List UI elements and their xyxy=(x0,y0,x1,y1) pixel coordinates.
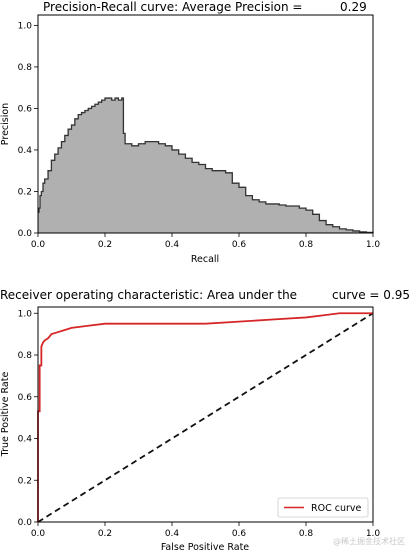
pr-xtick-label: 0.0 xyxy=(31,240,46,250)
pr-xtick-label: 1.0 xyxy=(366,240,381,250)
pr-xtick-label: 0.8 xyxy=(299,240,314,250)
pr-ytick-label: 0.6 xyxy=(18,104,33,114)
pr-ylabel: Precision xyxy=(0,103,11,145)
precision-recall-chart: Precision-Recall curve: Average Precisio… xyxy=(0,0,380,265)
roc-xtick-label: 0.4 xyxy=(165,529,180,539)
roc-ytick-label: 0.6 xyxy=(18,393,33,403)
roc-ytick-label: 0.2 xyxy=(18,476,32,486)
pr-xtick-label: 0.6 xyxy=(232,240,247,250)
pr-ytick-label: 0.4 xyxy=(18,146,33,156)
roc-title-value: curve = 0.95 xyxy=(332,288,410,302)
pr-ytick-label: 0.8 xyxy=(18,63,33,73)
pr-ytick-label: 1.0 xyxy=(18,21,33,31)
pr-ytick-label: 0.2 xyxy=(18,187,32,197)
pr-xtick-label: 0.2 xyxy=(98,240,112,250)
roc-chance-diagonal xyxy=(37,312,374,523)
roc-ytick-label: 0.0 xyxy=(18,518,33,528)
roc-chart: Receiver operating characteristic: Area … xyxy=(0,288,410,552)
roc-ytick-label: 0.4 xyxy=(18,435,33,445)
roc-ytick-label: 1.0 xyxy=(18,309,33,319)
roc-xtick-label: 1.0 xyxy=(366,529,381,539)
pr-xtick-label: 0.4 xyxy=(165,240,180,250)
roc-xtick-label: 0.8 xyxy=(299,529,314,539)
pr-curve-line xyxy=(38,97,374,234)
roc-title: Receiver operating characteristic: Area … xyxy=(0,288,297,302)
pr-title-value: 0.29 xyxy=(340,0,367,14)
roc-xlabel: False Positive Rate xyxy=(161,542,249,552)
roc-ytick-label: 0.8 xyxy=(18,351,33,361)
watermark: @稀土掘金技术社区 xyxy=(333,537,405,546)
legend-label-roc: ROC curve xyxy=(311,503,362,514)
roc-xtick-label: 0.0 xyxy=(31,529,46,539)
pr-xlabel: Recall xyxy=(191,254,219,265)
roc-xtick-label: 0.2 xyxy=(98,529,112,539)
roc-ylabel: True Positive Rate xyxy=(0,372,11,458)
pr-axes-frame xyxy=(37,14,374,234)
pr-title: Precision-Recall curve: Average Precisio… xyxy=(43,0,302,14)
roc-xtick-label: 0.6 xyxy=(232,529,247,539)
pr-ytick-label: 0.0 xyxy=(18,229,33,239)
legend-box xyxy=(277,497,369,518)
roc-curve-line xyxy=(37,312,373,522)
roc-axes-frame xyxy=(37,306,374,523)
roc-legend: ROC curve xyxy=(277,497,369,518)
